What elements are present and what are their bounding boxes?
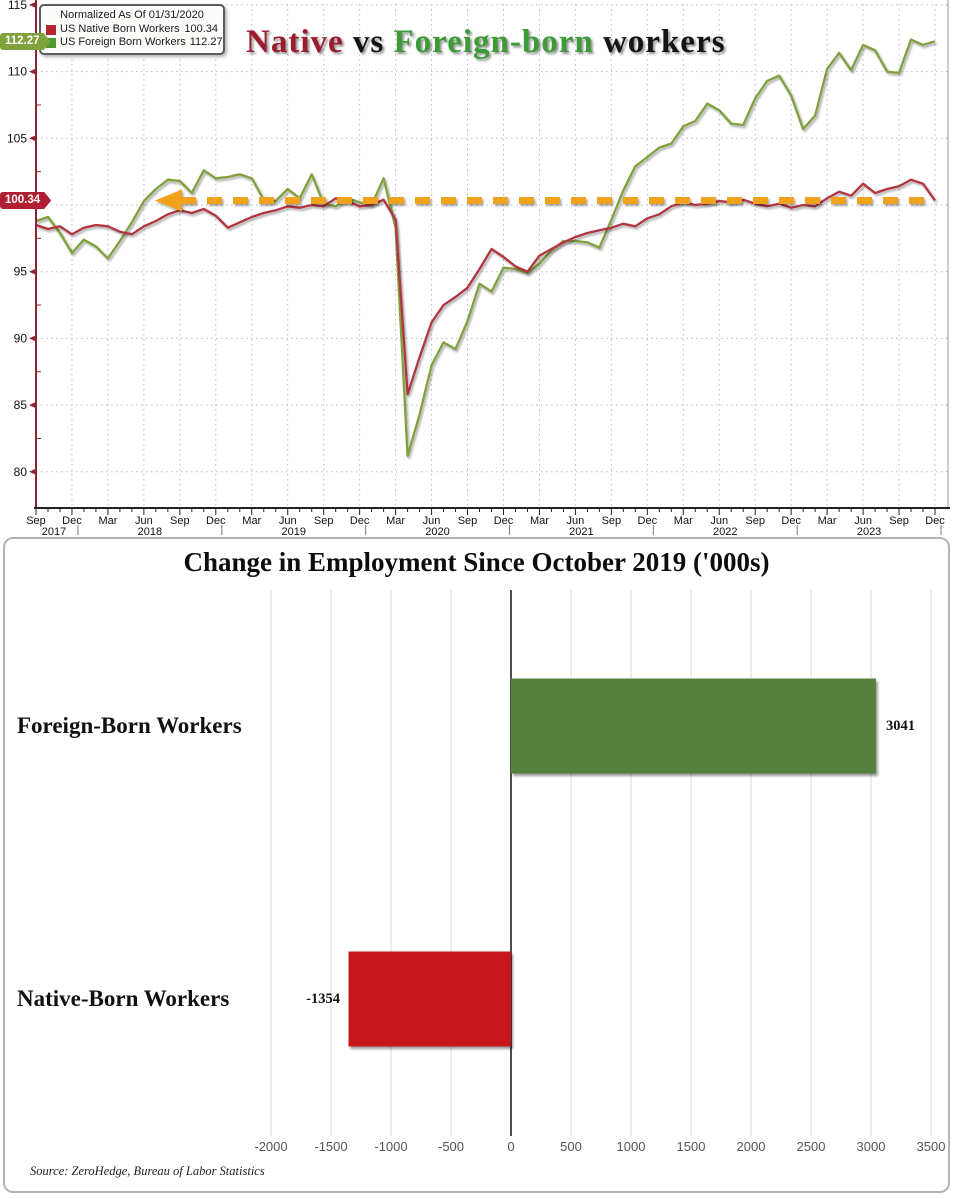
legend-box: Normalized As Of 01/31/2020 US Native Bo… bbox=[39, 4, 225, 55]
svg-text:Mar: Mar bbox=[674, 515, 693, 527]
svg-text:Jun: Jun bbox=[423, 515, 441, 527]
legend-value-foreign: 112.27 bbox=[189, 36, 223, 48]
legend-label-native: US Native Born Workers bbox=[60, 23, 180, 35]
svg-text:2022: 2022 bbox=[713, 526, 737, 536]
svg-text:2017: 2017 bbox=[42, 526, 66, 536]
legend-label-foreign: US Foreign Born Workers bbox=[60, 36, 186, 48]
svg-text:2021: 2021 bbox=[569, 526, 593, 536]
legend-value-native: 100.34 bbox=[184, 23, 218, 35]
axis-badge-native-value: 100.34 bbox=[0, 192, 51, 209]
line-chart-plot: 80859095100105110115SepDecMarJunSepDecMa… bbox=[7, 0, 950, 536]
axis-badge-foreign-value: 112.27 bbox=[0, 33, 51, 50]
svg-text:Sep: Sep bbox=[889, 515, 909, 527]
svg-text:85: 85 bbox=[14, 398, 28, 412]
svg-text:2000: 2000 bbox=[737, 1139, 766, 1154]
svg-text:-1500: -1500 bbox=[314, 1139, 347, 1154]
legend-item-foreign: US Foreign Born Workers 112.27 bbox=[46, 36, 223, 49]
source-note: Source: ZeroHedge, Bureau of Labor Stati… bbox=[30, 1164, 265, 1178]
svg-text:Sep: Sep bbox=[26, 515, 46, 527]
svg-text:Sep: Sep bbox=[458, 515, 478, 527]
category-label-foreign-born: Foreign-Born Workers bbox=[17, 713, 242, 738]
svg-text:Mar: Mar bbox=[386, 515, 405, 527]
svg-text:Mar: Mar bbox=[98, 515, 117, 527]
native-series-swatch-icon bbox=[46, 24, 56, 35]
bar-value-foreign-born: 3041 bbox=[886, 718, 915, 734]
svg-text:Sep: Sep bbox=[314, 515, 334, 527]
svg-text:90: 90 bbox=[14, 331, 28, 345]
svg-text:Dec: Dec bbox=[925, 515, 945, 527]
svg-text:Sep: Sep bbox=[170, 515, 190, 527]
legend-header: Normalized As Of 01/31/2020 bbox=[60, 9, 204, 21]
svg-text:105: 105 bbox=[7, 131, 27, 145]
svg-text:-500: -500 bbox=[438, 1139, 464, 1154]
svg-text:110: 110 bbox=[8, 65, 27, 79]
svg-text:Mar: Mar bbox=[242, 515, 261, 527]
svg-text:Jun: Jun bbox=[279, 515, 297, 527]
svg-text:Mar: Mar bbox=[818, 515, 837, 527]
svg-text:1500: 1500 bbox=[677, 1139, 706, 1154]
svg-text:2023: 2023 bbox=[857, 526, 881, 536]
svg-text:Dec: Dec bbox=[494, 515, 514, 527]
svg-text:Jun: Jun bbox=[567, 515, 585, 527]
title-part-vs: vs bbox=[343, 24, 394, 60]
title-part-foreign: Foreign-born bbox=[393, 24, 594, 60]
svg-text:95: 95 bbox=[14, 265, 28, 279]
svg-text:Mar: Mar bbox=[530, 515, 549, 527]
svg-text:Dec: Dec bbox=[781, 515, 801, 527]
svg-text:1000: 1000 bbox=[617, 1139, 646, 1154]
svg-text:500: 500 bbox=[560, 1139, 582, 1154]
svg-text:0: 0 bbox=[507, 1139, 514, 1154]
svg-text:-1000: -1000 bbox=[374, 1139, 407, 1154]
svg-text:2020: 2020 bbox=[425, 526, 449, 536]
svg-text:3000: 3000 bbox=[857, 1139, 886, 1154]
line-chart-title: Native vs Foreign-born workers bbox=[246, 24, 725, 60]
svg-text:Sep: Sep bbox=[602, 515, 622, 527]
svg-text:3500: 3500 bbox=[917, 1139, 946, 1154]
category-label-native-born: Native-Born Workers bbox=[17, 986, 230, 1011]
title-part-workers: workers bbox=[593, 24, 726, 60]
svg-text:Sep: Sep bbox=[745, 515, 765, 527]
title-part-native: Native bbox=[246, 24, 344, 60]
svg-text:2018: 2018 bbox=[138, 526, 162, 536]
svg-text:Jun: Jun bbox=[135, 515, 153, 527]
foreign-series-swatch-icon bbox=[46, 37, 56, 48]
svg-text:2019: 2019 bbox=[281, 526, 305, 536]
svg-text:Dec: Dec bbox=[206, 515, 226, 527]
bar-chart-title: Change in Employment Since October 2019 … bbox=[183, 547, 770, 577]
svg-text:Dec: Dec bbox=[350, 515, 370, 527]
svg-text:Dec: Dec bbox=[62, 515, 82, 527]
svg-text:Dec: Dec bbox=[638, 515, 658, 527]
svg-text:-2000: -2000 bbox=[254, 1139, 287, 1154]
svg-text:80: 80 bbox=[14, 465, 28, 479]
svg-text:Jun: Jun bbox=[854, 515, 872, 527]
bar-chart-plot: -2000 -1500 -1000 -500 0 500 1000 1500 2000 2500 3… bbox=[254, 590, 946, 1154]
bar-value-native-born: -1354 bbox=[306, 991, 340, 1007]
legend-item-native: US Native Born Workers 100.34 bbox=[46, 23, 218, 36]
svg-text:Jun: Jun bbox=[710, 515, 728, 527]
bar-chart-panel: -2000 -1500 -1000 -500 0 500 1000 1500 2000 2500 3… bbox=[3, 537, 950, 1193]
svg-text:2500: 2500 bbox=[797, 1139, 826, 1154]
svg-text:115: 115 bbox=[8, 0, 27, 12]
